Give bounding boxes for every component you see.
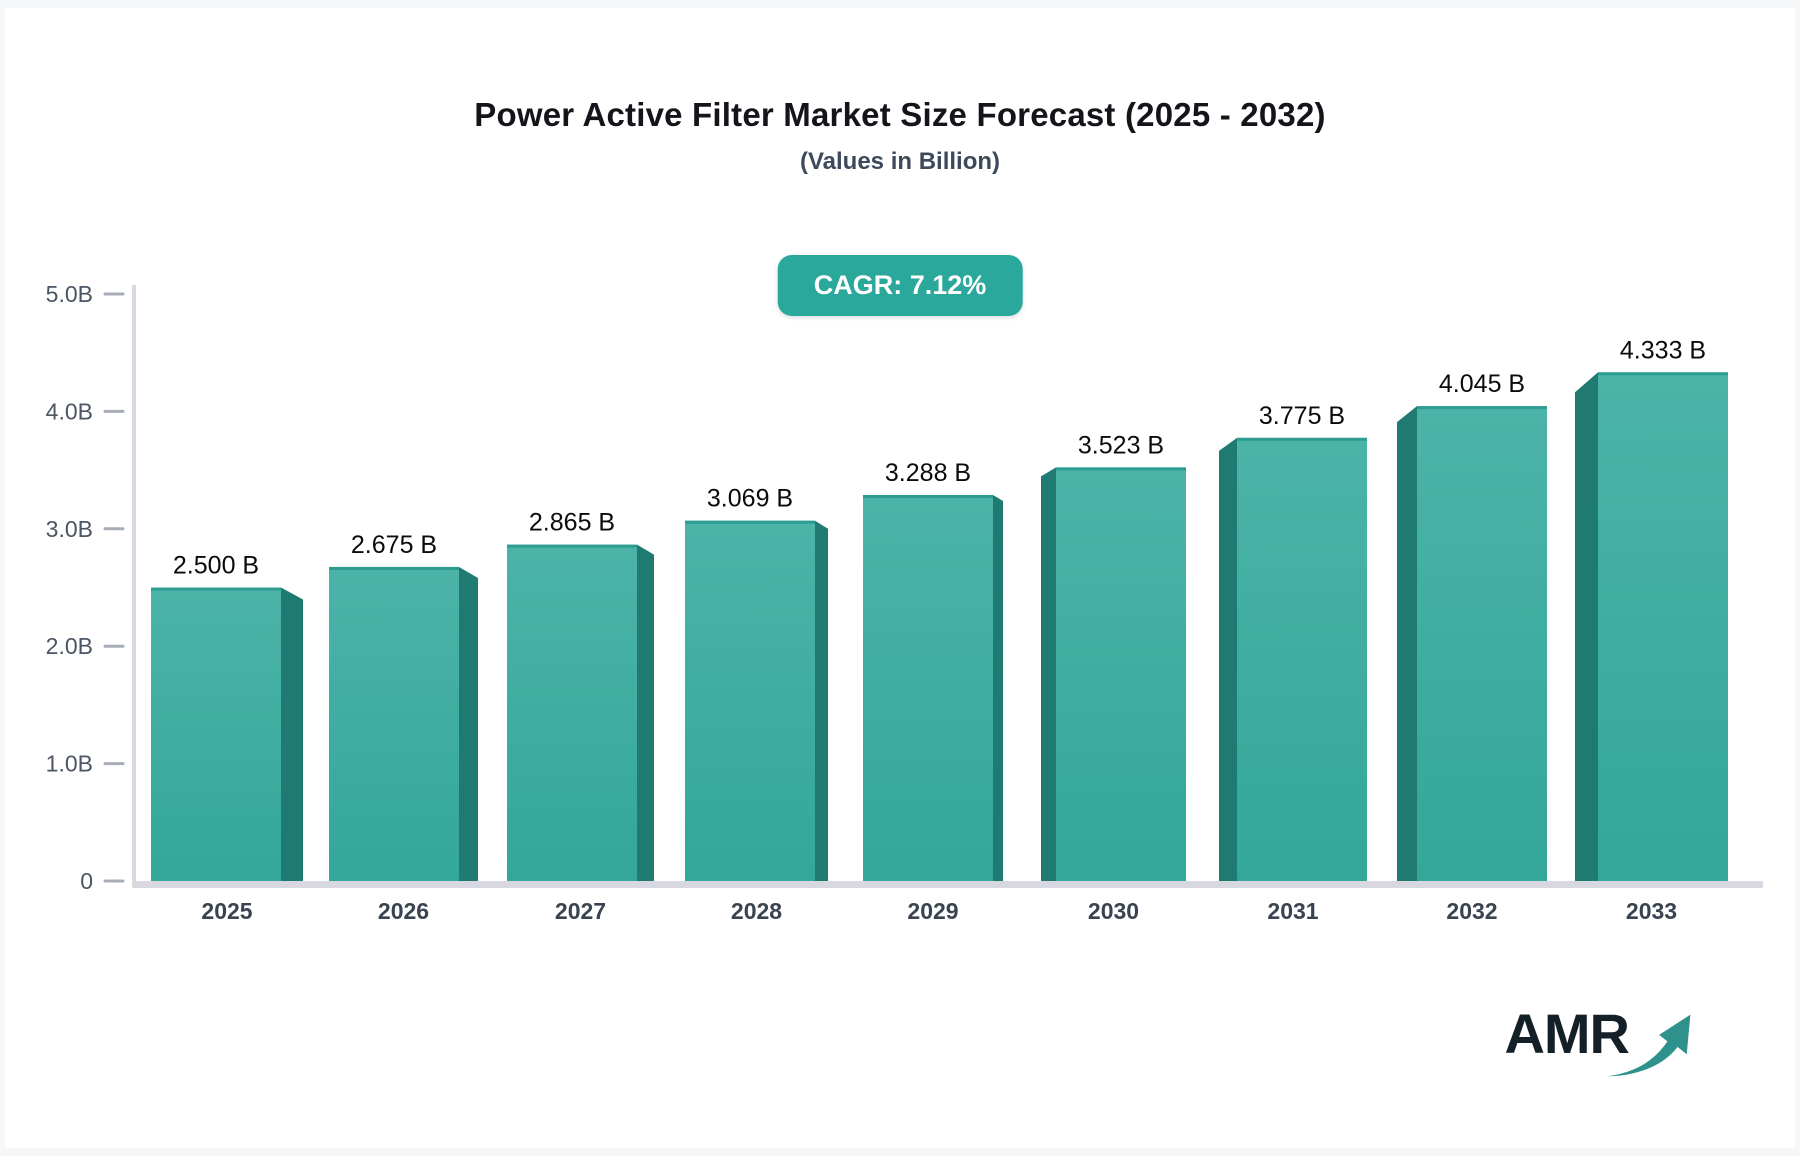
bar-value-label-2031: 3.775 B <box>1259 402 1345 430</box>
y-tick-label-4.0B: 4.0B <box>46 398 93 424</box>
x-axis-label-2029: 2029 <box>907 898 958 924</box>
bar-value-label-2028: 3.069 B <box>707 485 793 513</box>
x-axis-label-2026: 2026 <box>378 898 429 924</box>
bar-value-label-2032: 4.045 B <box>1439 370 1525 398</box>
y-tick-label-5.0B: 5.0B <box>46 281 93 307</box>
y-tick-label-1.0B: 1.0B <box>46 751 93 777</box>
bar-side-2028 <box>815 520 828 881</box>
bar-top-edge-2031 <box>1237 437 1367 441</box>
bar-chart: 0 1.0B 2.0B 3.0B 4.0B 5.0B 2.500 B 2025 2.675 B 2… <box>46 281 1763 924</box>
x-axis-label-2028: 2028 <box>731 898 782 924</box>
chart-card: Power Active Filter Market Size Forecast… <box>5 8 1795 1148</box>
bar-value-label-2030: 3.523 B <box>1078 431 1164 459</box>
bar-side-2032 <box>1397 406 1417 881</box>
bar-side-2031 <box>1219 437 1237 881</box>
bar-side-2027 <box>637 544 654 881</box>
chart-subtitle: (Values in Billion) <box>799 148 1001 175</box>
bar-top-edge-2027 <box>507 544 637 548</box>
bar-side-2029 <box>993 494 1003 881</box>
bar-side-2025 <box>281 587 303 881</box>
bar-top-edge-2026 <box>329 566 459 570</box>
x-axis-label-2027: 2027 <box>555 898 606 924</box>
bar-face-2027 <box>507 544 637 881</box>
x-axis-label-2033: 2033 <box>1626 898 1677 924</box>
x-axis-label-2030: 2030 <box>1088 898 1139 924</box>
bar-side-2030 <box>1041 467 1056 881</box>
bar-side-2033 <box>1575 372 1598 881</box>
bar-face-2029 <box>863 494 993 881</box>
bar-top-edge-2033 <box>1598 372 1728 376</box>
bar-top-edge-2028 <box>685 520 815 524</box>
chart-plot-area: 0 1.0B 2.0B 3.0B 4.0B 5.0B 2.500 B 2025 2.675 B 2… <box>5 230 1795 930</box>
bar-face-2028 <box>685 520 815 881</box>
cagr-badge: CAGR: 7.12% <box>777 255 1023 316</box>
growth-arrow-icon <box>1606 1014 1691 1077</box>
bar-side-2026 <box>459 566 478 881</box>
bar-face-2030 <box>1056 467 1186 881</box>
bar-face-2032 <box>1417 406 1547 881</box>
bar-value-label-2029: 3.288 B <box>885 459 971 487</box>
y-tick-label-3.0B: 3.0B <box>46 516 93 542</box>
brand-logo-text: AMR <box>1504 1002 1630 1065</box>
x-axis-label-2032: 2032 <box>1446 898 1497 924</box>
bar-top-edge-2030 <box>1056 467 1186 471</box>
bar-top-edge-2032 <box>1417 406 1547 410</box>
y-tick-label-2.0B: 2.0B <box>46 633 93 659</box>
bar-value-label-2026: 2.675 B <box>351 531 437 559</box>
bar-top-edge-2029 <box>863 494 993 498</box>
bar-face-2033 <box>1598 372 1728 881</box>
x-axis-line <box>132 881 1763 888</box>
bar-face-2031 <box>1237 437 1367 881</box>
chart-title: Power Active Filter Market Size Forecast… <box>474 96 1326 133</box>
bar-face-2025 <box>151 587 281 881</box>
x-axis-label-2031: 2031 <box>1267 898 1318 924</box>
bar-value-label-2027: 2.865 B <box>529 509 615 537</box>
bar-face-2026 <box>329 566 459 881</box>
x-axis-label-2025: 2025 <box>201 898 252 924</box>
y-tick-label-0: 0 <box>80 868 93 894</box>
bar-top-edge-2025 <box>151 587 281 591</box>
brand-logo: AMR <box>1504 1006 1695 1082</box>
bar-value-label-2033: 4.333 B <box>1620 336 1706 364</box>
cagr-badge-label: CAGR: 7.12% <box>813 270 987 300</box>
y-axis-line <box>132 285 136 881</box>
bar-value-label-2025: 2.500 B <box>173 552 259 580</box>
